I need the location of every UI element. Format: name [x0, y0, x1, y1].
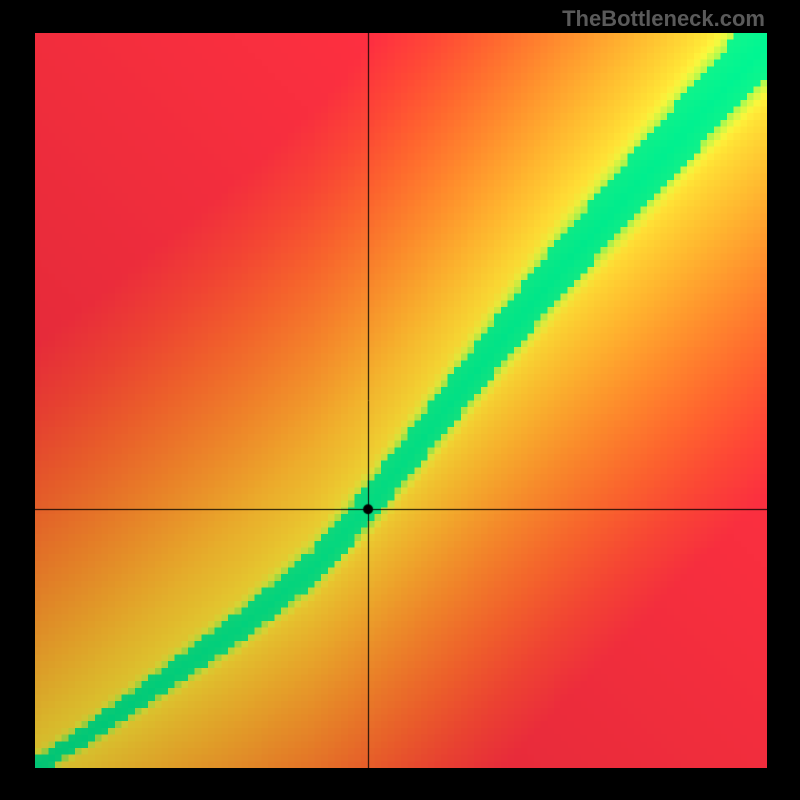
- watermark-text: TheBottleneck.com: [562, 6, 765, 32]
- crosshair-overlay: [35, 33, 767, 768]
- chart-container: TheBottleneck.com: [0, 0, 800, 800]
